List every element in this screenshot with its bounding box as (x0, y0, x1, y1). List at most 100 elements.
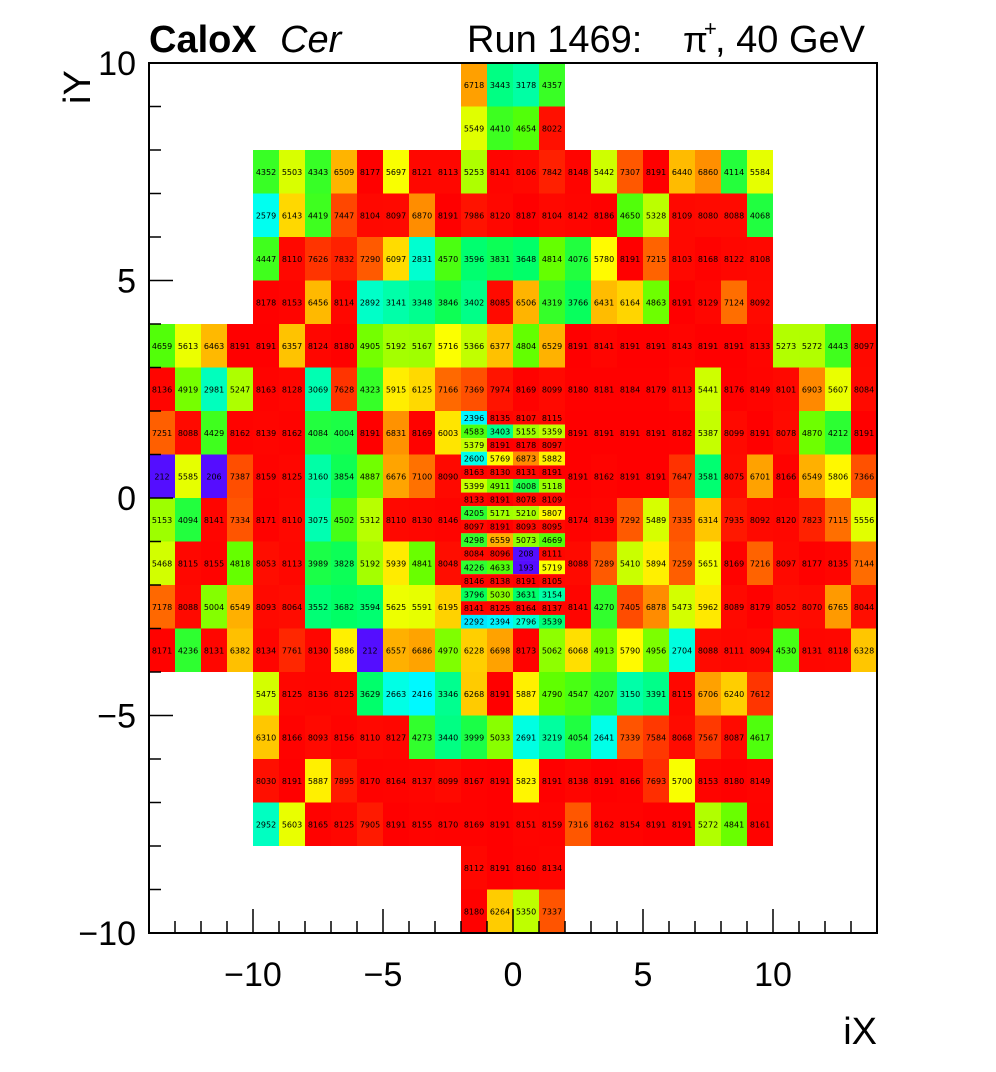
cell-value-label: 8022 (542, 124, 562, 133)
heatmap-cell (331, 715, 357, 759)
cell-value-label: 3348 (412, 298, 432, 307)
heatmap-cell (253, 193, 279, 237)
heatmap-cell (695, 585, 721, 629)
heatmap-cell (435, 280, 461, 324)
cell-value-label: 8156 (334, 733, 354, 742)
cell-value-label: 8191 (646, 342, 666, 351)
cell-value-label: 8104 (542, 211, 562, 220)
cell-value-label: 8169 (516, 385, 536, 394)
cell-value-label: 8075 (724, 472, 744, 481)
heatmap-cell (747, 150, 773, 194)
heatmap-cell (617, 628, 643, 672)
cell-value-label: 8148 (568, 168, 588, 177)
heatmap-cell (279, 802, 305, 846)
heatmap-cell (305, 498, 331, 542)
heatmap-cell (747, 280, 773, 324)
heatmap-cell (435, 715, 461, 759)
heatmap-cell (279, 237, 305, 281)
heatmap-cell (669, 193, 695, 237)
cell-value-label: 8094 (750, 646, 770, 655)
cell-value-label: 5272 (698, 820, 718, 829)
heatmap-cell (591, 759, 617, 803)
heatmap-cell (461, 63, 487, 107)
x-tick-label: 5 (634, 956, 653, 994)
cell-value-label: 7290 (360, 255, 380, 264)
cell-value-label: 7251 (152, 429, 172, 438)
heatmap-cell (383, 411, 409, 455)
cell-value-label: 6440 (672, 168, 692, 177)
cell-value-label: 8170 (438, 820, 458, 829)
cell-value-label: 6228 (464, 646, 484, 655)
heatmap-cell (487, 628, 513, 672)
heatmap-cell (747, 715, 773, 759)
heatmap-cell (851, 498, 877, 542)
heatmap-fine-cell (487, 424, 513, 439)
heatmap-cell (825, 411, 851, 455)
fine-cell-value-label: 5379 (464, 441, 484, 450)
heatmap-cell (695, 628, 721, 672)
heatmap-cell (617, 237, 643, 281)
heatmap-fine-cell (539, 587, 565, 602)
heatmap-cell (409, 672, 435, 716)
heatmap-fine-cell (513, 465, 539, 479)
x-tick-label: −5 (364, 956, 403, 994)
heatmap-cell (409, 193, 435, 237)
cell-value-label: 8112 (464, 864, 484, 873)
fine-cell-value-label: 6873 (516, 455, 536, 464)
heatmap-cell (383, 237, 409, 281)
cell-value-label: 7567 (698, 733, 718, 742)
cell-value-label: 5556 (854, 516, 874, 525)
cell-value-label: 8088 (178, 603, 198, 612)
cell-value-label: 8134 (542, 864, 562, 873)
heatmap-cell (721, 759, 747, 803)
cell-value-label: 5468 (152, 559, 172, 568)
cell-value-label: 8092 (750, 298, 770, 307)
heatmap-cell (513, 237, 539, 281)
heatmap-fine-cell (513, 601, 539, 615)
cell-value-label: 4352 (256, 168, 276, 177)
cell-value-label: 8053 (256, 559, 276, 568)
cell-value-label: 6382 (230, 646, 250, 655)
fine-cell-value-label: 8109 (542, 495, 562, 504)
heatmap-cell (539, 106, 565, 150)
cell-value-label: 8191 (360, 429, 380, 438)
cell-value-label: 4323 (360, 385, 380, 394)
cell-value-label: 8191 (646, 429, 666, 438)
heatmap-cell (357, 150, 383, 194)
cell-value-label: 8174 (568, 516, 588, 525)
heatmap-cell (825, 628, 851, 672)
heatmap-cell (383, 802, 409, 846)
heatmap-fine-cell (487, 574, 513, 588)
cell-value-label: 8191 (438, 211, 458, 220)
heatmap-cell (695, 324, 721, 368)
heatmap-cell (721, 150, 747, 194)
heatmap-cell (721, 541, 747, 585)
heatmap-cell (279, 715, 305, 759)
title-calox: CaloX (149, 19, 257, 61)
heatmap-fine-cell (487, 492, 513, 507)
cell-value-label: 8141 (490, 168, 510, 177)
heatmap-cell (617, 715, 643, 759)
heatmap-cell (721, 454, 747, 498)
fine-cell-value-label: 3403 (490, 427, 510, 436)
heatmap-cell (149, 585, 175, 629)
cell-value-label: 6357 (282, 342, 302, 351)
heatmap-cell (799, 585, 825, 629)
heatmap-cell (331, 802, 357, 846)
cell-value-label: 8153 (282, 298, 302, 307)
fine-cell-value-label: 2394 (490, 618, 510, 627)
heatmap-cell (513, 759, 539, 803)
cell-value-label: 8191 (724, 342, 744, 351)
cell-value-label: 7216 (750, 559, 770, 568)
heatmap-cell (331, 150, 357, 194)
fine-cell-value-label: 8191 (542, 468, 562, 477)
cell-value-label: 8115 (672, 690, 692, 699)
cell-value-label: 8093 (256, 603, 276, 612)
heatmap-fine-cell (487, 438, 513, 452)
cell-value-label: 8111 (724, 646, 744, 655)
cell-value-label: 8097 (386, 211, 406, 220)
heatmap-cell (747, 411, 773, 455)
cell-value-label: 5613 (178, 342, 198, 351)
heatmap-cell (409, 628, 435, 672)
heatmap-cell (643, 411, 669, 455)
